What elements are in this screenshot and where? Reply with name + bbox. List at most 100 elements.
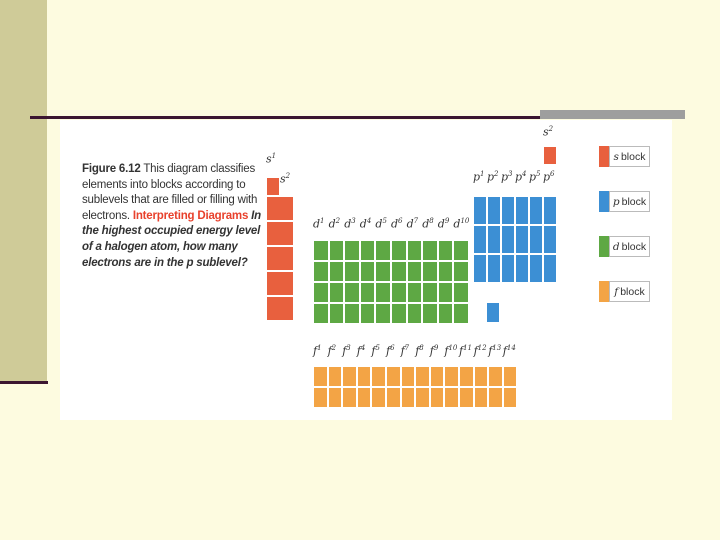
p-block-cell [501,225,515,254]
legend-swatch-p [599,191,609,212]
p-block-cell [529,254,543,283]
legend-label-f: f block [609,281,650,302]
d-block-cell [422,261,438,282]
f-block-header-11: f11 [459,344,472,358]
d-block-cell [453,261,469,282]
p-block-header-4: p4 [515,170,527,184]
d-block-cell [422,282,438,303]
caption-question: In the highest occupied energy level of … [82,209,261,269]
p-block-header-3: p3 [501,170,513,184]
d-block-cell [406,303,423,324]
d-block-cell [437,282,454,303]
p-block-cell [487,196,501,225]
d-block-cell [313,282,329,303]
f-block-header-3: f3 [342,344,351,358]
d-block-cell [375,240,391,261]
f-block-cell [371,387,386,408]
f-block-cell [473,387,489,408]
p-block-cell [515,225,529,254]
f-block-cell [488,366,503,387]
d-block-cell [437,303,454,324]
caption-figure-label: Figure 6.12 [82,163,141,175]
f-block-cell [342,366,357,387]
d-block-cell [406,282,423,303]
f-block-cell [502,366,518,387]
f-block-cell [444,387,459,408]
f-block-header-13: f13 [488,344,502,358]
d-block-cell [375,303,391,324]
d-block-cell [328,240,345,261]
p-block-cell [486,302,500,323]
f-block-header-2: f2 [327,344,337,358]
helium-cell [543,146,557,165]
d-block-header-3: d3 [344,217,356,231]
d-block-cell [453,240,469,261]
d-block-cell [313,261,329,282]
f-block-header-9: f9 [429,344,439,358]
s-block-cell [266,221,294,246]
p-block-cell [543,254,557,283]
p-block-cell [529,196,543,225]
f-block-cell [342,387,357,408]
f-block-cell [327,387,343,408]
legend-label-s: s block [609,146,650,167]
d-block-cell [391,261,407,282]
d-block-cell [344,261,360,282]
s-block-header-1: s1 [266,152,277,166]
d-block-cell [437,240,454,261]
s-block-cell [266,196,294,221]
figure-caption: Figure 6.12 This diagram classifies elem… [82,162,267,271]
p-block-cell [473,196,487,225]
p-block-cell [487,225,501,254]
f-block-header-6: f6 [386,344,395,358]
d-block-cell [328,303,345,324]
f-block-header-8: f8 [415,344,424,358]
caption-interpreting-label: Interpreting Diagrams [132,209,249,222]
f-block-header-10: f10 [444,344,458,358]
p-block-cell [501,254,515,283]
f-block-cell [488,387,503,408]
p-block-header-5: p5 [529,170,541,184]
d-block-cell [375,261,391,282]
legend-label-p: p block [609,191,650,212]
p-block-cell [515,196,529,225]
f-block-cell [459,366,474,387]
f-block-cell [502,387,518,408]
d-block-cell [453,282,469,303]
f-block-header-4: f4 [356,344,366,358]
f-block-header-12: f12 [473,344,487,358]
corner-accent [540,110,685,119]
f-block-cell [400,387,416,408]
p-block-header-6: p6 [543,170,555,184]
p-block-cell [529,225,543,254]
f-block-header-14: f14 [502,344,516,358]
d-block-cell [328,282,345,303]
f-block-cell [386,387,401,408]
d-block-cell [344,282,360,303]
d-block-header-5: d5 [375,217,387,231]
p-block-header-1: p1 [473,170,485,184]
d-block-header-9: d9 [437,217,450,231]
f-block-cell [429,366,445,387]
caption-text: This diagram classifies elements into bl… [82,163,258,222]
legend-swatch-s [599,146,609,167]
d-block-header-2: d2 [328,217,341,231]
d-block-cell [391,240,407,261]
d-block-header-8: d8 [422,217,434,231]
d-block-cell [422,303,438,324]
legend-label-d: d block [609,236,650,257]
p-block-cell [487,254,501,283]
d-block-cell [328,261,345,282]
f-block-cell [386,366,401,387]
d-block-cell [359,303,376,324]
d-block-header-10: d10 [453,217,470,231]
d-block-header-6: d6 [391,217,403,231]
side-divider [0,381,48,384]
d-block-cell [422,240,438,261]
legend-swatch-d [599,236,609,257]
d-block-cell [453,303,469,324]
f-block-cell [473,366,489,387]
f-block-cell [327,366,343,387]
d-block-cell [406,240,423,261]
d-block-header-4: d4 [359,217,372,231]
